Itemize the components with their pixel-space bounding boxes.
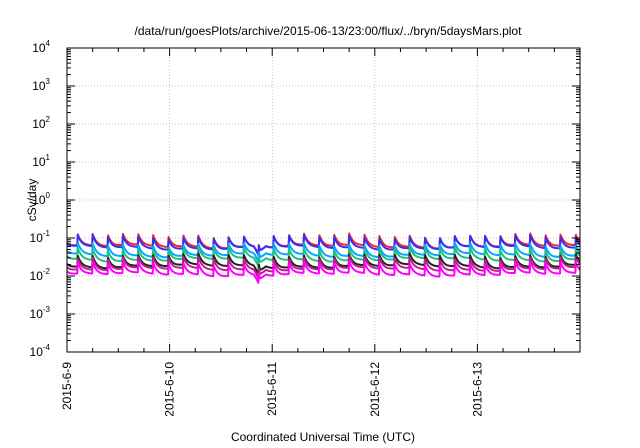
y-tick-label: 10-3 bbox=[30, 305, 51, 321]
x-tick-label: 2015-6-13 bbox=[470, 362, 484, 417]
grid bbox=[67, 48, 580, 352]
y-tick-label: 103 bbox=[32, 77, 50, 93]
x-tick-label: 2015-6-11 bbox=[265, 362, 279, 416]
y-tick-label: 100 bbox=[32, 191, 50, 207]
x-tick-label: 2015-6-9 bbox=[60, 362, 74, 410]
x-axis-label: Coordinated Universal Time (UTC) bbox=[231, 430, 415, 444]
y-tick-label: 10-2 bbox=[30, 267, 51, 283]
series-layer bbox=[66, 232, 581, 284]
y-tick-label: 104 bbox=[32, 39, 50, 55]
y-tick-label: 10-4 bbox=[30, 343, 51, 359]
chart-title: /data/run/goesPlots/archive/2015-06-13/2… bbox=[135, 24, 523, 38]
x-tick-label: 2015-6-10 bbox=[163, 362, 177, 417]
plot-frame bbox=[66, 47, 581, 353]
y-tick-label: 102 bbox=[32, 115, 50, 131]
y-axis-label: cSv/day bbox=[25, 179, 39, 222]
series-line bbox=[66, 260, 581, 284]
y-tick-label: 10-1 bbox=[30, 229, 51, 245]
x-tick-label: 2015-6-12 bbox=[368, 362, 382, 417]
axis-ticks: 10-4 10-3 10-2 10-1 100 101 102 103 104 2015-6-9 2… bbox=[30, 39, 580, 417]
y-tick-label: 101 bbox=[32, 153, 50, 169]
